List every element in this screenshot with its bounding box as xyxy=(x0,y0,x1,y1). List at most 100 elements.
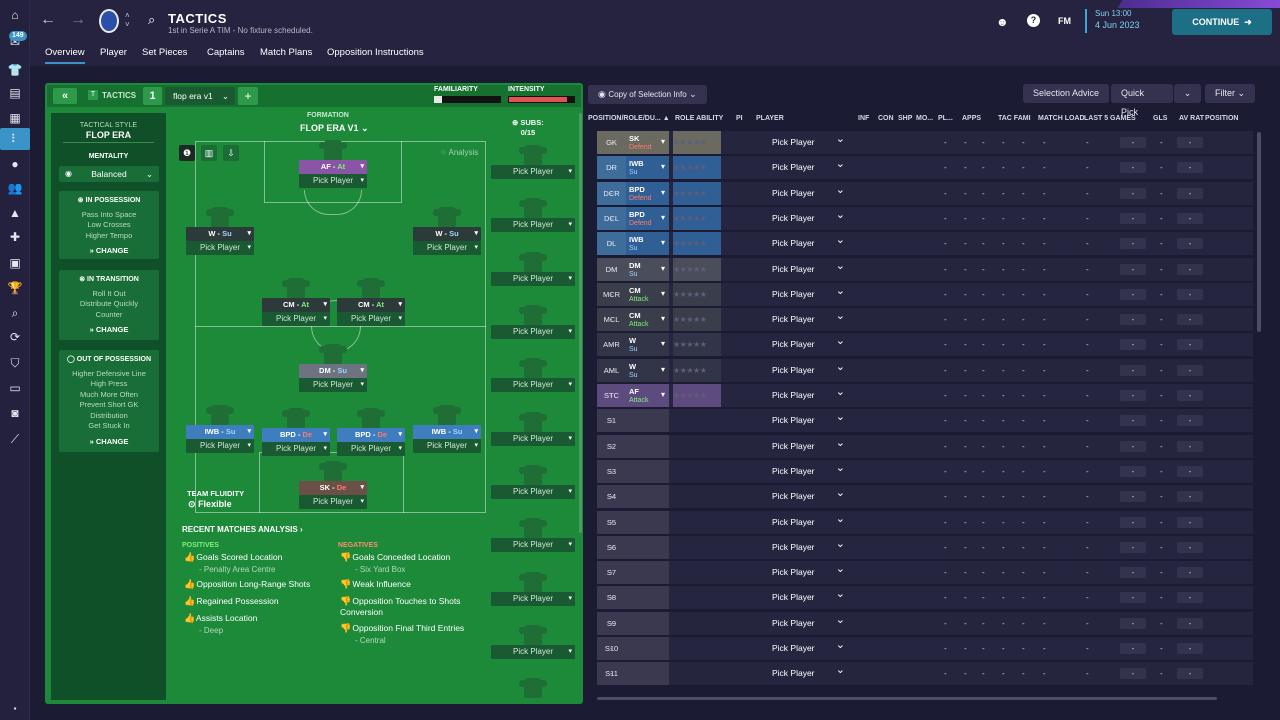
table-row[interactable]: S6 Pick Player - - - - - - - - - - - xyxy=(597,533,1253,559)
table-vertical-scrollbar[interactable] xyxy=(1257,132,1261,332)
pick-player-dropdown[interactable]: Pick Player xyxy=(767,381,851,407)
out-of-possession-box[interactable]: ◯ OUT OF POSSESSION Higher Defensive Lin… xyxy=(59,350,159,452)
tactic-slot-number[interactable]: 1 xyxy=(143,87,162,105)
sub-slot[interactable]: Pick Player xyxy=(491,198,575,232)
tab-match-plans[interactable]: Match Plans xyxy=(260,47,313,58)
tactics-icon[interactable]: ⠇ xyxy=(0,128,30,150)
stats-icon[interactable]: ▥ xyxy=(201,145,217,161)
sub-slot[interactable] xyxy=(491,678,575,698)
training-icon[interactable]: ● xyxy=(11,157,19,171)
pick-player-dropdown[interactable]: Pick Player xyxy=(767,280,851,306)
back-arrow-icon[interactable]: ← xyxy=(40,11,56,28)
analysis-button[interactable]: ⁘ Analysis xyxy=(440,148,478,157)
pick-player-dropdown[interactable]: Pick Player xyxy=(413,439,481,453)
pick-player-dropdown[interactable]: Pick Player xyxy=(491,272,575,286)
pitch-slot-st[interactable]: AF - AtPick Player xyxy=(299,140,367,188)
home-icon[interactable]: ⌂ xyxy=(11,8,19,22)
schedule-icon[interactable]: ▣ xyxy=(9,256,21,270)
col-pl[interactable]: PL... xyxy=(938,115,953,122)
pick-player-dropdown[interactable]: Pick Player xyxy=(767,482,851,508)
table-row[interactable]: S10 Pick Player - - - - - - - - - - - xyxy=(597,634,1253,660)
role-selector[interactable]: SK - De xyxy=(299,481,367,495)
role-selector[interactable]: IWB - Su xyxy=(186,425,254,439)
sub-slot[interactable]: Pick Player xyxy=(491,465,575,499)
mentality-dropdown[interactable]: ◉ Balanced ⌄ xyxy=(59,166,159,182)
pick-player-dropdown[interactable]: Pick Player xyxy=(186,241,254,255)
sub-slot[interactable]: Pick Player xyxy=(491,518,575,552)
table-row[interactable]: S2 Pick Player - - - - - - - - - - - xyxy=(597,432,1253,458)
pick-player-dropdown[interactable]: Pick Player xyxy=(491,432,575,446)
role-duty-selector[interactable]: W Su xyxy=(626,358,669,382)
col-apps[interactable]: APPS xyxy=(962,115,982,122)
dev-centre-icon[interactable]: ◙ xyxy=(11,406,19,420)
pick-player-dropdown[interactable]: Pick Player xyxy=(767,356,851,382)
col-mo[interactable]: MO... xyxy=(916,115,934,122)
selection-advice-button[interactable]: Selection Advice xyxy=(1023,84,1110,103)
role-duty-selector[interactable]: CM Attack xyxy=(626,282,669,306)
pick-player-dropdown[interactable]: Pick Player xyxy=(491,218,575,232)
role-duty-selector[interactable]: CM Attack xyxy=(626,308,669,332)
pick-player-dropdown[interactable]: Pick Player xyxy=(767,659,851,685)
pick-player-dropdown[interactable]: Pick Player xyxy=(491,592,575,606)
club-switcher-chevrons-icon[interactable]: ˄ ˅ xyxy=(125,11,130,29)
continue-button[interactable]: CONTINUE ➜ xyxy=(1172,9,1272,35)
subs-scrollbar[interactable] xyxy=(579,113,582,533)
scouting-icon[interactable]: ⌕ xyxy=(11,306,19,320)
pick-player-dropdown[interactable]: Pick Player xyxy=(767,305,851,331)
role-selector[interactable]: IWB - Su xyxy=(413,425,481,439)
col-role-ability[interactable]: ROLE ABILITY xyxy=(675,115,724,122)
pitch-slot-mcl[interactable]: CM - AtPick Player xyxy=(337,278,405,326)
tab-player[interactable]: Player xyxy=(100,47,127,58)
quick-pick-chevron-icon[interactable]: ⌄ xyxy=(1174,84,1201,103)
pitch-slot-dm[interactable]: DM - SuPick Player xyxy=(299,344,367,392)
negative-item[interactable]: 👎 Weak Influence xyxy=(340,579,411,589)
tab-opposition-instructions[interactable]: Opposition Instructions xyxy=(327,47,424,58)
pick-player-dropdown[interactable]: Pick Player xyxy=(262,442,330,456)
collapse-panel-button[interactable]: « xyxy=(53,88,77,104)
col-last-5-games[interactable]: LAST 5 GAMES xyxy=(1084,115,1136,122)
col-position[interactable]: POSITION xyxy=(1205,115,1239,122)
pick-player-dropdown[interactable]: Pick Player xyxy=(767,330,851,356)
table-row[interactable]: S8 Pick Player - - - - - - - - - - - xyxy=(597,583,1253,610)
tab-captains[interactable]: Captains xyxy=(207,47,245,58)
role-selector[interactable]: BPD - De xyxy=(262,428,330,442)
date-block[interactable]: Sun 13:00 4 Jun 2023 xyxy=(1085,9,1140,33)
role-duty-selector[interactable]: DM Su xyxy=(626,257,669,281)
role-selector[interactable]: AF - At xyxy=(299,160,367,174)
pitch-slot-amr[interactable]: W - SuPick Player xyxy=(186,207,254,255)
col-inf[interactable]: INF xyxy=(858,115,870,122)
pick-player-dropdown[interactable]: Pick Player xyxy=(186,439,254,453)
tactical-style-value[interactable]: FLOP ERA xyxy=(63,130,154,143)
positive-item[interactable]: 👍 Assists Location - Deep xyxy=(184,613,258,635)
change-transition-button[interactable]: » CHANGE xyxy=(89,325,129,334)
tactic-name-dropdown[interactable]: flop era v1 ⌄ xyxy=(165,87,235,105)
tab-overview[interactable]: Overview xyxy=(45,47,85,64)
negative-item[interactable]: 👎 Opposition Final Third Entries - Centra… xyxy=(340,623,465,645)
sub-slot[interactable]: Pick Player xyxy=(491,305,575,339)
role-selector[interactable]: CM - At xyxy=(262,298,330,312)
pick-player-dropdown[interactable]: Pick Player xyxy=(337,442,405,456)
pick-player-dropdown[interactable]: Pick Player xyxy=(767,153,851,179)
pick-player-dropdown[interactable]: Pick Player xyxy=(767,128,851,154)
col-pi[interactable]: PI xyxy=(736,115,743,122)
dynamics-icon[interactable]: ▲ xyxy=(9,206,21,220)
change-out-of-possession-button[interactable]: » CHANGE xyxy=(89,436,129,446)
add-tactic-button[interactable]: + xyxy=(238,87,258,105)
formation-dropdown[interactable]: FLOP ERA V1 ⌄ xyxy=(300,123,369,134)
col-av-rat[interactable]: AV RAT xyxy=(1179,115,1205,122)
table-horizontal-scrollbar[interactable] xyxy=(597,697,1217,700)
club-info-icon[interactable]: ⛉ xyxy=(10,356,20,370)
medical-icon[interactable]: ✚ xyxy=(9,230,21,244)
staff-icon[interactable]: 👥 xyxy=(7,181,23,195)
pick-player-dropdown[interactable]: Pick Player xyxy=(767,255,851,281)
sub-slot[interactable]: Pick Player xyxy=(491,252,575,286)
pick-player-dropdown[interactable]: Pick Player xyxy=(491,485,575,499)
pick-player-dropdown[interactable]: Pick Player xyxy=(337,312,405,326)
competitions-icon[interactable]: 🏆 xyxy=(7,281,23,295)
sub-slot[interactable]: Pick Player xyxy=(491,145,575,179)
